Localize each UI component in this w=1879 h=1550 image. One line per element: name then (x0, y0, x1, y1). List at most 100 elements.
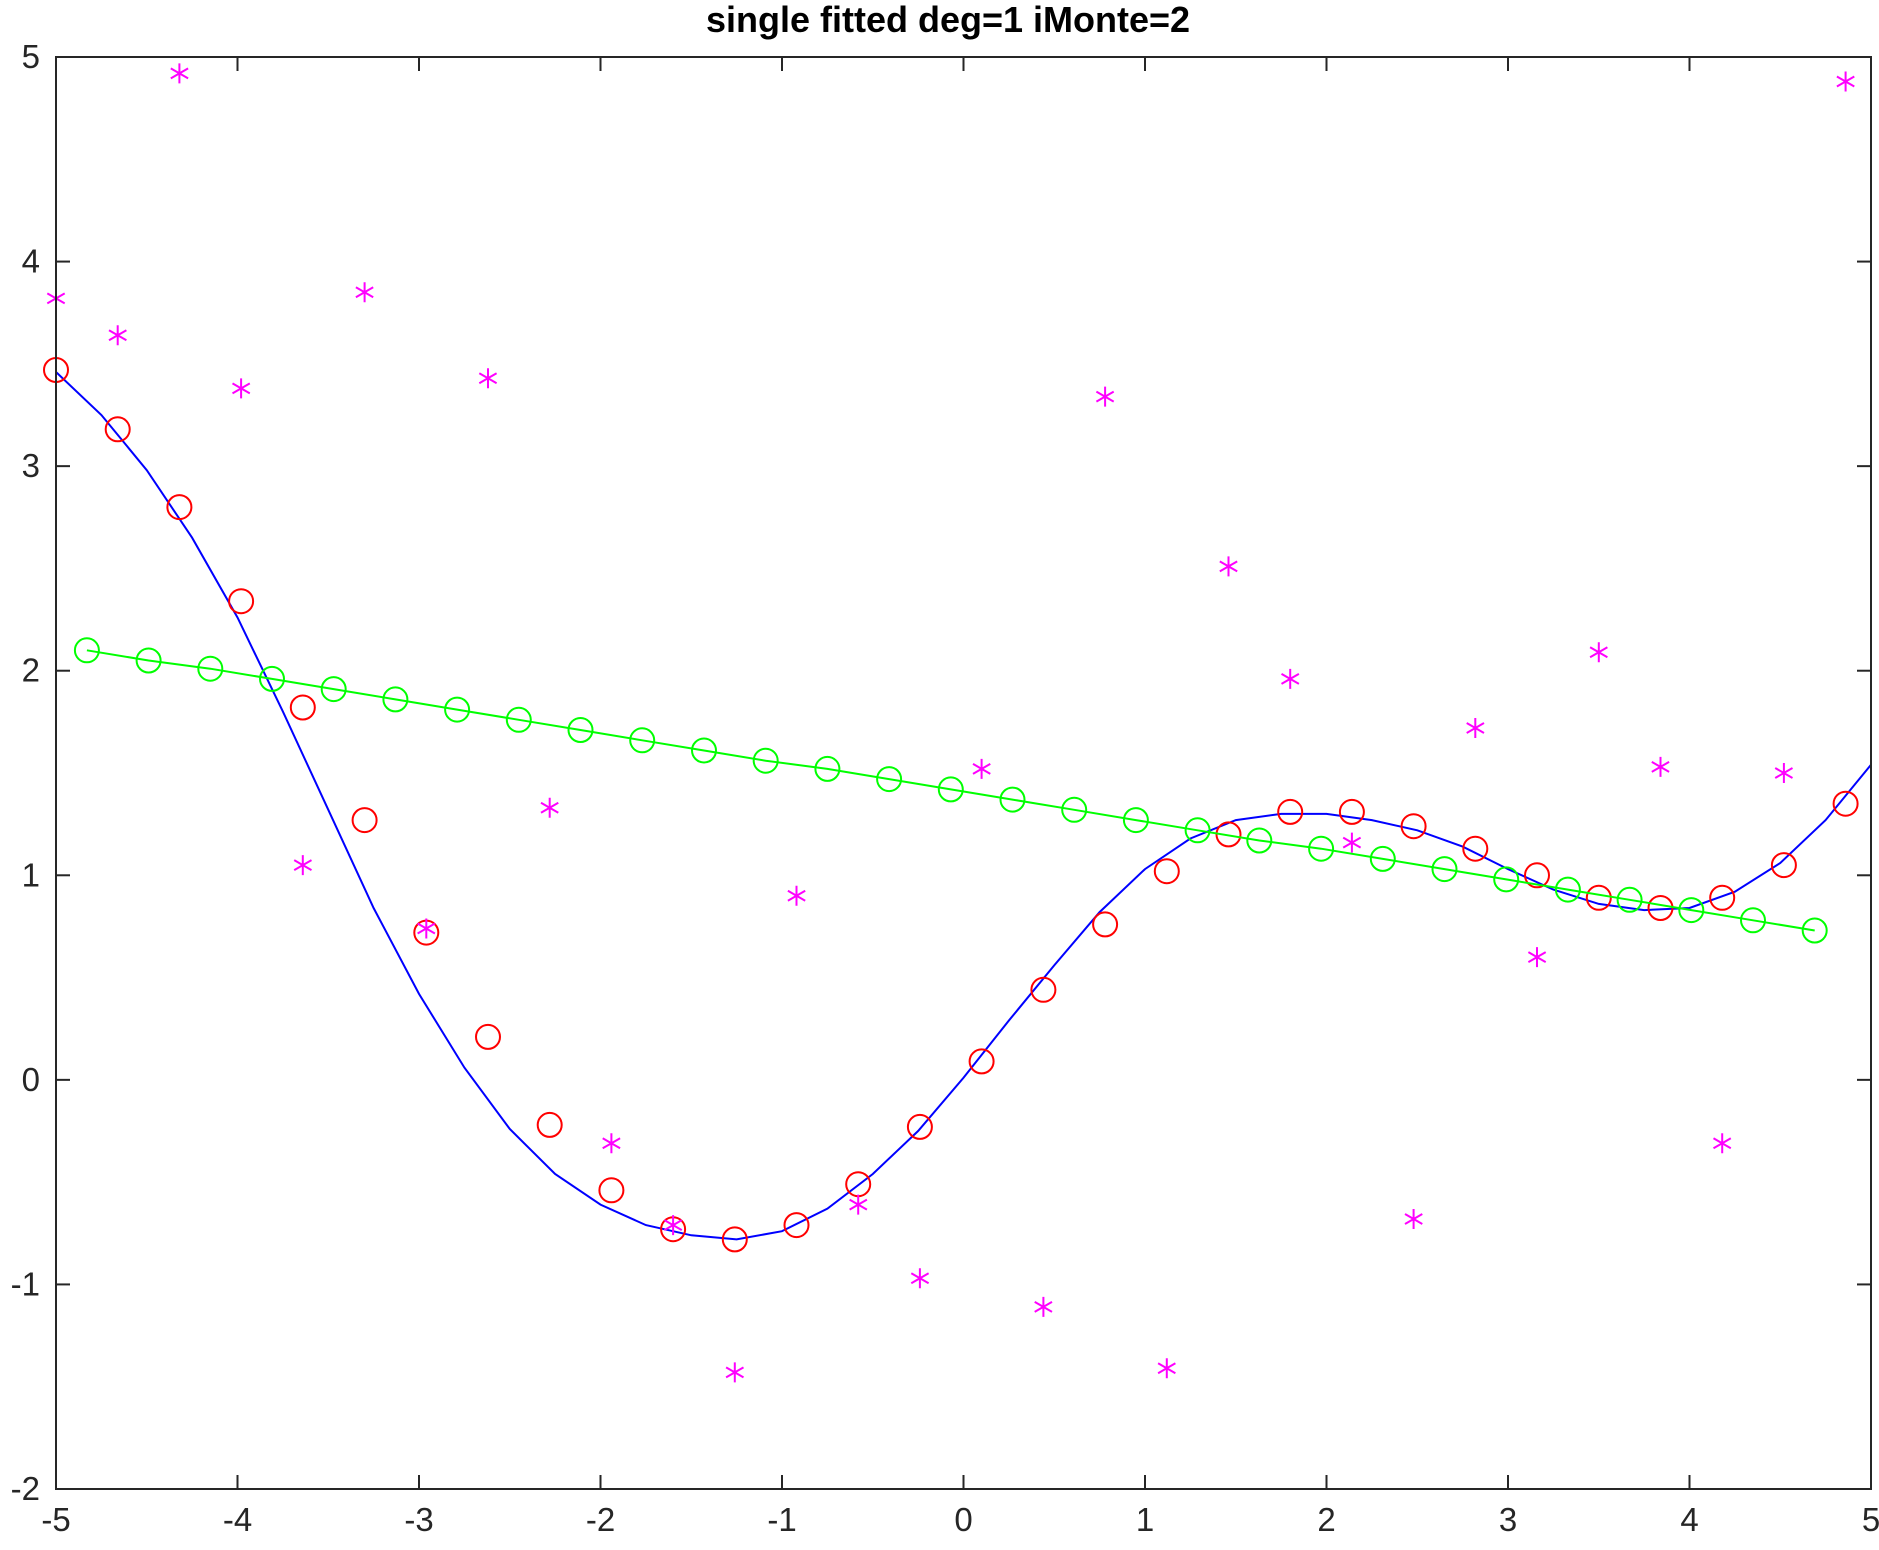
data-point (505, 706, 532, 733)
y-tick-label: -2 (11, 1470, 40, 1507)
data-point (1832, 790, 1859, 817)
data-point (814, 755, 841, 782)
x-tick-label: 1 (1136, 1501, 1154, 1538)
data-point (355, 282, 374, 303)
data-point (1338, 798, 1365, 825)
data-point (1342, 832, 1362, 853)
axes: -5 -4 -3 -2 -1 0 1 2 3 4 5 -2 -1 0 1 2 3 4 5 (11, 38, 1879, 1538)
y-tick-label: -1 (11, 1265, 40, 1302)
data-point (849, 1194, 868, 1215)
data-point (478, 368, 498, 389)
x-tick-label: -1 (767, 1501, 796, 1538)
data-point (231, 378, 251, 399)
data-point (475, 1023, 501, 1050)
data-point (1184, 817, 1211, 844)
data-point (1678, 897, 1705, 924)
data-point (135, 647, 162, 674)
data-point (937, 776, 964, 803)
data-point (1153, 858, 1180, 885)
x-tick-label: 5 (1862, 1501, 1879, 1538)
data-point (1712, 1133, 1732, 1154)
data-point (1836, 71, 1855, 92)
series-1 (43, 357, 1859, 1253)
data-point (968, 1048, 995, 1075)
x-tick-label: -4 (223, 1501, 252, 1538)
data-point (598, 1177, 625, 1204)
data-point (567, 717, 594, 743)
data-point (1585, 884, 1612, 911)
data-point (540, 797, 559, 818)
data-point (1404, 1209, 1423, 1229)
data-point (382, 686, 409, 713)
series-3 (73, 637, 1828, 944)
data-point (1709, 884, 1736, 911)
data-point (1493, 866, 1520, 893)
data-point (228, 588, 255, 615)
data-point (289, 694, 316, 721)
data-point (910, 1268, 930, 1289)
data-point (1462, 835, 1489, 862)
data-point (1092, 911, 1119, 938)
data-point (166, 494, 193, 521)
data-point (1524, 862, 1550, 889)
data-point (1554, 876, 1581, 903)
x-tick-label: 3 (1499, 1501, 1517, 1538)
data-point (1157, 1358, 1176, 1379)
data-point (1647, 895, 1674, 921)
data-point (351, 807, 378, 834)
series-line (86, 649, 1815, 932)
data-point (783, 1212, 810, 1239)
data-point (1095, 386, 1115, 407)
data-point (1400, 813, 1427, 840)
data-point (1589, 642, 1608, 663)
y-tick-label: 3 (22, 447, 40, 484)
data-point (725, 1362, 744, 1383)
data-point (1281, 668, 1300, 689)
data-point (721, 1226, 748, 1253)
data-point (1616, 886, 1643, 913)
data-point (972, 758, 991, 779)
data-point (1219, 556, 1238, 577)
x-tick-label: 4 (1680, 1501, 1698, 1538)
data-point (876, 766, 903, 793)
data-point (663, 1215, 683, 1236)
x-tick-label: -2 (586, 1501, 615, 1538)
x-tick-label: -3 (404, 1501, 433, 1538)
data-point (787, 885, 806, 906)
data-point (1030, 976, 1057, 1003)
data-point (1466, 718, 1485, 738)
x-tick-label: 0 (954, 1501, 972, 1538)
data-point (444, 696, 471, 723)
data-point (602, 1133, 621, 1154)
chart-title: single fitted deg=1 iMonte=2 (706, 0, 1190, 40)
y-tick-label: 0 (22, 1061, 40, 1098)
data-point (1061, 796, 1088, 823)
data-point (104, 416, 131, 443)
data-point (906, 1113, 933, 1140)
data-point (1740, 907, 1766, 934)
x-tick-label: 2 (1317, 1501, 1335, 1538)
data-point (629, 727, 656, 754)
data-point (1431, 856, 1458, 883)
data-point (1774, 763, 1794, 783)
data-point (73, 637, 100, 664)
data-point (691, 737, 717, 764)
data-point (752, 747, 779, 774)
data-point (108, 325, 127, 346)
data-point (293, 855, 313, 876)
data-point (1527, 947, 1547, 968)
series-2 (46, 63, 1855, 1383)
data-point (320, 676, 347, 703)
data-point (1651, 756, 1670, 777)
data-point (1801, 917, 1828, 944)
y-tick-label: 5 (22, 38, 40, 75)
data-point (1308, 835, 1335, 862)
y-tick-label: 1 (22, 856, 40, 893)
y-tick-label: 2 (22, 652, 40, 689)
x-tick-label: -5 (41, 1501, 70, 1538)
data-point (259, 665, 285, 692)
y-tick-label: 4 (22, 243, 40, 280)
data-point (1246, 827, 1273, 854)
data-point (197, 655, 224, 682)
data-point (170, 63, 189, 84)
